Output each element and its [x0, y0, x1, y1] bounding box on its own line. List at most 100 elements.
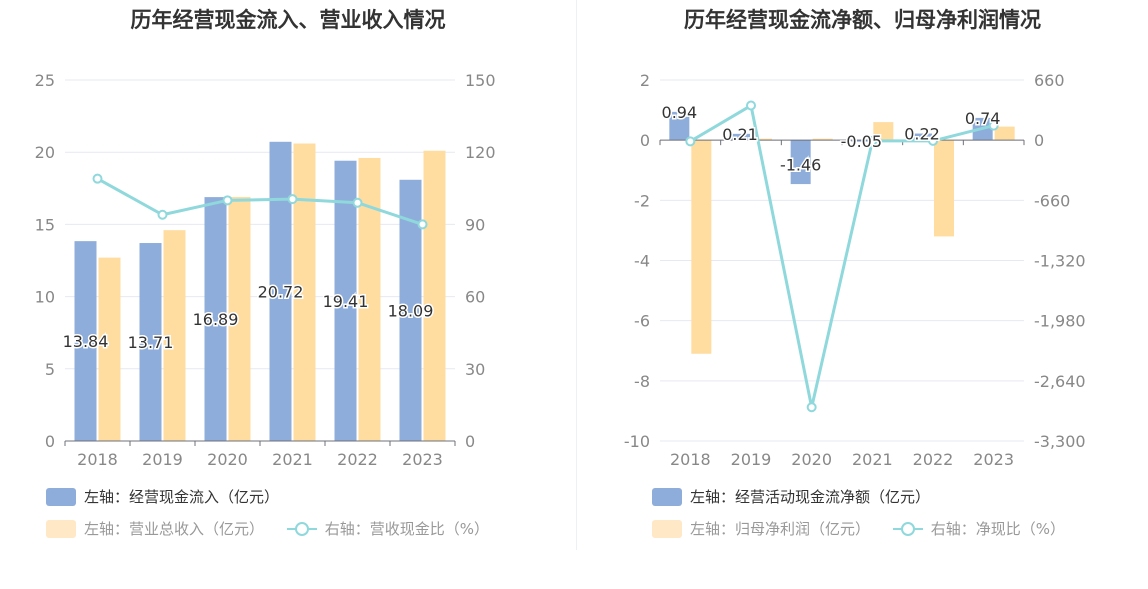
line-point-2021	[287, 194, 298, 205]
x-tick-2023: 2023	[973, 450, 1014, 469]
legend-label: 左轴：经营活动现金流净额（亿元）	[690, 488, 931, 506]
y-tick-right: -1,980	[1034, 312, 1086, 331]
y-tick-left: -10	[624, 432, 650, 451]
legend-label: 左轴：经营现金流入（亿元）	[84, 488, 280, 506]
line-series	[96, 177, 423, 226]
y-tick-right: 660	[1034, 71, 1065, 90]
x-tick-2018: 2018	[670, 450, 711, 469]
data-label-2023: 18.09	[388, 301, 434, 320]
line-point-2018	[92, 173, 103, 184]
right-chart-title: 历年经营现金流净额、归母净利润情况	[684, 8, 1041, 32]
x-tick-2020: 2020	[207, 450, 248, 469]
bar-2023-secondary	[994, 126, 1015, 141]
legend-swatch-orange	[652, 519, 682, 538]
bar-2018-secondary	[691, 140, 712, 354]
y-tick-right: 90	[465, 215, 485, 234]
bar-2022-secondary	[934, 140, 954, 237]
line-point-2023	[988, 120, 999, 131]
line-series	[689, 103, 995, 408]
line-point-2023	[417, 219, 428, 230]
x-tick-2018: 2018	[77, 450, 118, 469]
data-label-2019: 0.21	[722, 125, 758, 144]
x-tick-2019: 2019	[731, 450, 772, 469]
line-point-2020	[806, 402, 817, 413]
data-label-2018: 13.84	[63, 332, 109, 351]
bar-2023-primary	[399, 179, 422, 441]
line-point-2020	[222, 195, 233, 206]
right-legend-row-1: 左轴：经营活动现金流净额（亿元）	[652, 486, 948, 510]
x-tick-2021: 2021	[852, 450, 893, 469]
y-tick-left: 10	[35, 288, 55, 307]
legend-item-net-ratio[interactable]: 右轴：净现比（%）	[892, 518, 1066, 539]
legend-label: 右轴：净现比（%）	[930, 520, 1066, 538]
line-point-2022	[352, 197, 363, 208]
legend-item-revenue[interactable]: 左轴：营业总收入（亿元）	[46, 518, 264, 539]
legend-line-icon	[286, 520, 317, 538]
data-label-2022: 0.22	[904, 125, 940, 144]
legend-label: 左轴：营业总收入（亿元）	[84, 520, 265, 538]
legend-swatch-blue	[652, 487, 682, 506]
bar-2018-primary	[669, 111, 690, 141]
y-tick-left: 25	[35, 71, 55, 90]
y-tick-left: 15	[35, 215, 55, 234]
y-tick-left: -4	[634, 252, 650, 271]
bar-2019-secondary	[163, 230, 186, 441]
y-tick-right: 30	[465, 360, 485, 379]
left-legend-row-1: 左轴：经营现金流入（亿元）	[46, 486, 297, 510]
left-legend-row-2: 左轴：营业总收入（亿元） 右轴：营收现金比（%）	[46, 518, 507, 542]
x-tick-2022: 2022	[913, 450, 954, 469]
legend-label: 右轴：营收现金比（%）	[324, 520, 490, 538]
data-label-2020: 16.89	[193, 310, 239, 329]
data-label-2021: -0.05	[841, 132, 882, 151]
legend-item-net-profit[interactable]: 左轴：归母净利润（亿元）	[652, 518, 870, 539]
right-chart-svg: -10 -8 -6 -4 -2 0 2 -3,300 -2,640 -1,980 -1,320 -66…	[624, 71, 1086, 469]
bar-2018-primary	[74, 241, 97, 441]
left-chart-title: 历年经营现金流入、营业收入情况	[130, 8, 446, 32]
data-label-2021: 20.72	[258, 282, 304, 301]
bar-2020-secondary	[228, 196, 251, 441]
right-chart-panel: 历年经营现金流净额、归母净利润情况 -10 -8 -6 -4 -2 0 2 -3,300 -2,…	[577, 0, 1148, 589]
legend-item-net-cashflow[interactable]: 左轴：经营活动现金流净额（亿元）	[652, 486, 930, 507]
legend-swatch-blue	[46, 487, 76, 506]
panel-divider	[576, 0, 577, 550]
bar-2021-secondary	[293, 143, 316, 441]
bar-2020-primary	[204, 197, 227, 441]
bar-2020-primary	[790, 140, 811, 185]
legend-item-ratio[interactable]: 右轴：营收现金比（%）	[286, 518, 490, 539]
data-label-2020: -1.46	[780, 155, 821, 174]
y-tick-right: 60	[465, 288, 485, 307]
legend-swatch-orange	[46, 519, 76, 538]
data-label-2019: 13.71	[128, 333, 174, 352]
bar-2021-secondary	[873, 122, 894, 141]
y-tick-right: -3,300	[1034, 432, 1086, 451]
left-chart-svg: 0 5 10 15 20 25 0 30 60 90 120 150 2018 2019 2020 2021 2…	[35, 71, 496, 469]
legend-item-cash-inflow[interactable]: 左轴：经营现金流入（亿元）	[46, 486, 279, 507]
y-tick-left: 20	[35, 143, 55, 162]
bar-2019-primary	[139, 243, 162, 441]
data-label-2022: 19.41	[323, 292, 369, 311]
x-tick-2023: 2023	[402, 450, 443, 469]
y-tick-right: -1,320	[1034, 252, 1086, 271]
bar-2022-primary	[334, 160, 357, 441]
y-tick-left: -2	[634, 191, 650, 210]
bar-2019-primary	[730, 133, 750, 141]
x-tick-2021: 2021	[272, 450, 313, 469]
bar-2023-secondary	[423, 150, 446, 442]
line-point-2021	[867, 135, 878, 146]
y-tick-left: 0	[45, 432, 55, 451]
y-tick-right: 120	[465, 143, 496, 162]
y-tick-right: -2,640	[1034, 372, 1086, 391]
line-point-2019	[746, 100, 756, 111]
y-tick-left: 5	[45, 360, 55, 379]
y-tick-right: 150	[465, 71, 496, 90]
y-tick-left: -8	[634, 372, 650, 391]
bar-2021-primary	[851, 140, 872, 142]
bar-2021-primary	[269, 141, 292, 441]
y-tick-left: 0	[640, 131, 650, 150]
bar-2022-secondary	[358, 157, 381, 441]
bar-2020-secondary	[812, 138, 833, 141]
line-point-2022	[928, 135, 938, 146]
y-tick-left: -6	[634, 312, 650, 331]
y-tick-right: 0	[465, 432, 475, 451]
legend-line-icon	[892, 520, 923, 538]
